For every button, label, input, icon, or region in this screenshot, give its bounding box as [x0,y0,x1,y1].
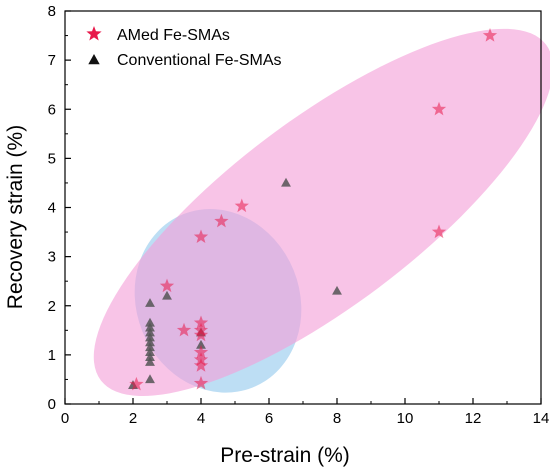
x-tick-label: 8 [333,410,341,427]
region-layer [93,28,550,397]
conventional-point [196,339,206,349]
amed-point [159,278,175,293]
amed-point [431,224,447,239]
conventional-point [145,298,155,307]
conventional-point [332,285,342,295]
amed-point [431,101,447,116]
y-tick-label: 5 [48,150,56,167]
conventional-point [145,327,155,337]
conventional-point [145,357,155,366]
y-axis: 0 1 2 3 4 5 6 7 8 [48,3,71,413]
amed-region [93,28,550,397]
x-tick-label: 4 [197,410,205,427]
legend-item-amed: AMed Fe-SMAs [86,26,230,44]
x-axis-title: Pre-strain (%) [220,444,350,467]
amed-point [234,198,249,213]
data-points [128,28,498,391]
legend-label-amed: AMed Fe-SMAs [117,27,230,44]
x-axis: 0 2 4 6 8 10 12 14 [61,398,550,427]
conventional-point [281,177,291,187]
x-tick-label: 2 [129,410,137,427]
conventional-point [145,322,155,332]
amed-point [193,229,209,244]
legend-item-conventional: Conventional Fe-SMAs [88,52,282,69]
y-tick-label: 2 [48,298,56,315]
amed-point [482,28,498,42]
x-tick-label: 10 [397,410,414,427]
conventional-point [145,332,155,342]
conventional-point [145,317,155,327]
y-tick-label: 3 [48,249,56,266]
x-tick-label: 12 [465,410,482,427]
y-tick-label: 0 [48,396,56,413]
legend-label-conventional: Conventional Fe-SMAs [117,52,282,69]
amed-point [193,344,209,359]
amed-point [214,213,229,228]
legend-star-icon [86,26,102,41]
legend-triangle-icon [88,54,100,65]
y-tick-label: 1 [48,347,56,364]
x-tick-label: 0 [61,410,69,427]
amed-point [193,327,209,342]
y-tick-label: 4 [48,200,56,217]
conventional-point [145,347,155,357]
conventional-point [145,352,155,361]
y-tick-label: 6 [48,101,56,118]
y-tick-label: 8 [48,3,56,20]
x-tick-label: 6 [265,410,273,427]
amed-point [176,322,192,337]
conventional-point [145,337,155,347]
y-axis-title: Recovery strain (%) [4,125,27,309]
conventional-point [145,342,155,352]
amed-point [193,315,209,330]
conventional-point [145,374,155,384]
y-tick-label: 7 [48,52,56,69]
amed-point [193,358,209,372]
amed-point [193,375,209,390]
legend: AMed Fe-SMAs Conventional Fe-SMAs [86,26,282,69]
conventional-point [162,290,172,300]
x-tick-label: 14 [533,410,550,427]
amed-point [129,376,144,391]
